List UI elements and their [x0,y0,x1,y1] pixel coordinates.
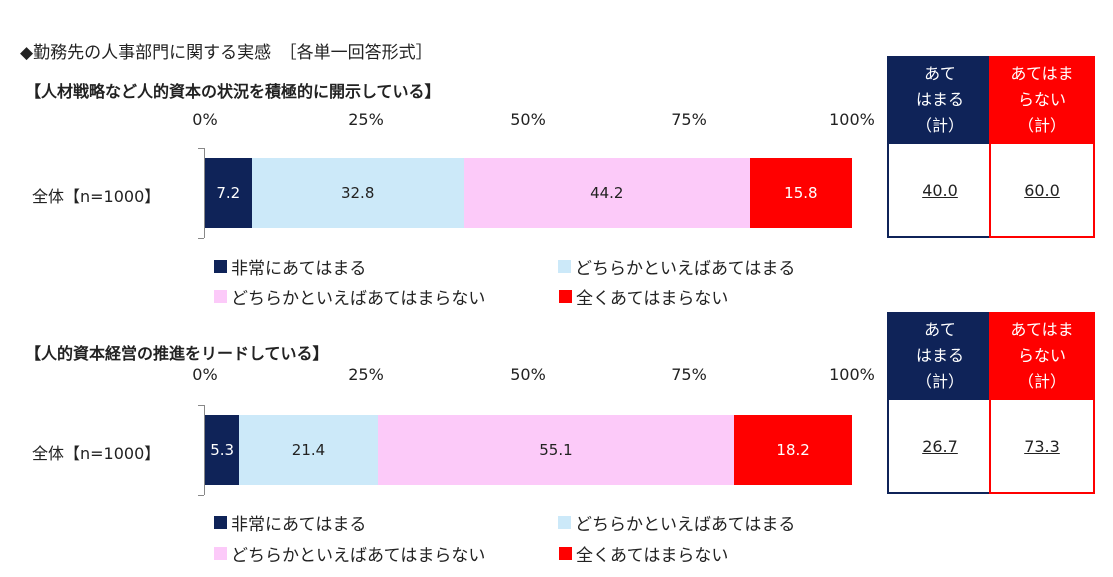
chart-1-legend-strongly-disagree: 全くあてはまらない [559,284,728,309]
legend-swatch [558,260,571,273]
chart-1-segment-somewhat-disagree: 44.2 [463,158,750,228]
chart-1-agree-total-box: あて はまる （計） 40.0 [887,56,993,238]
agree-total-value: 26.7 [889,400,991,492]
legend-swatch [214,547,227,560]
chart-2-tick-50: 50% [510,365,546,384]
legend-swatch [559,290,572,303]
page-heading: ◆勤務先の人事部門に関する実感 ［各単一回答形式］ [20,43,433,63]
chart-2-legend-strongly-agree: 非常にあてはまる [214,510,366,535]
chart-1-segment-strongly-agree: 7.2 [205,158,252,228]
chart-1-tick-75: 75% [671,110,707,129]
chart-1-segment-somewhat-agree: 32.8 [251,158,464,228]
agree-total-header-text: あて はまる （計） [915,64,964,135]
chart-2-tick-100: 100% [829,365,875,384]
legend-label: 全くあてはまらない [576,289,729,309]
chart-2-legend-somewhat-agree: どちらかといえばあてはまる [558,510,795,535]
legend-label: どちらかといえばあてはまる [575,515,796,535]
legend-label: 非常にあてはまる [231,259,367,279]
legend-label: どちらかといえばあてはまる [575,259,796,279]
legend-swatch [214,290,227,303]
chart-1-label-somewhat-disagree: 44.2 [590,184,624,202]
chart-2-disagree-total-box: あてはま らない （計） 73.3 [989,312,1095,494]
chart-1-legend-strongly-agree: 非常にあてはまる [214,254,366,279]
chart-2-stacked-bar: 5.3 21.4 55.1 18.2 [205,415,852,485]
disagree-total-header: あてはま らない （計） [991,58,1093,144]
disagree-total-header: あてはま らない （計） [991,314,1093,400]
legend-label: 非常にあてはまる [231,515,367,535]
chart-1-axis-cap-top [198,148,204,149]
chart-2-segment-somewhat-disagree: 55.1 [377,415,735,485]
legend-swatch [558,516,571,529]
chart-1-disagree-total-box: あてはま らない （計） 60.0 [989,56,1095,238]
chart-1-legend-somewhat-disagree: どちらかといえばあてはまらない [214,284,485,309]
chart-1-tick-0: 0% [192,110,218,129]
chart-1-axis-cap-bottom [198,238,204,239]
agree-total-header: あて はまる （計） [889,58,991,144]
chart-2-segment-strongly-disagree: 18.2 [734,415,852,485]
chart-2-category-label: 全体【n=1000】 [32,444,161,463]
chart-1-legend-somewhat-agree: どちらかといえばあてはまる [558,254,795,279]
chart-2-tick-25: 25% [348,365,384,384]
chart-2-title: 【人的資本経営の推進をリードしている】 [25,344,329,363]
chart-2-segment-strongly-agree: 5.3 [205,415,240,485]
legend-label: 全くあてはまらない [576,546,729,566]
chart-1-tick-100: 100% [829,110,875,129]
chart-1-category-label: 全体【n=1000】 [32,187,161,206]
chart-2-label-strongly-agree: 5.3 [210,441,235,459]
agree-total-header: あて はまる （計） [889,314,991,400]
chart-1-segment-strongly-disagree: 15.8 [749,158,852,228]
agree-total-value: 40.0 [889,144,991,236]
legend-label: どちらかといえばあてはまらない [231,546,486,566]
disagree-total-value: 60.0 [991,144,1093,236]
chart-1-label-somewhat-agree: 32.8 [340,184,375,202]
chart-2-tick-75: 75% [671,365,707,384]
chart-2-tick-0: 0% [192,365,218,384]
chart-2-label-strongly-disagree: 18.2 [776,441,810,459]
legend-swatch [559,547,572,560]
disagree-total-value: 73.3 [991,400,1093,492]
chart-2-y-axis [204,405,205,495]
agree-total-header-text: あて はまる （計） [915,320,964,391]
chart-2-label-somewhat-agree: 21.4 [291,441,326,459]
chart-2-legend-strongly-disagree: 全くあてはまらない [559,541,728,566]
chart-1-tick-25: 25% [348,110,384,129]
legend-swatch [214,516,227,529]
chart-2-axis-cap-bottom [198,495,204,496]
chart-2-legend-somewhat-disagree: どちらかといえばあてはまらない [214,541,485,566]
chart-2-segment-somewhat-agree: 21.4 [239,415,378,485]
legend-label: どちらかといえばあてはまらない [231,289,486,309]
chart-1-tick-50: 50% [510,110,546,129]
disagree-total-header-text: あてはま らない （計） [1010,64,1074,135]
chart-2-label-somewhat-disagree: 55.1 [539,441,573,459]
chart-1-stacked-bar: 7.2 32.8 44.2 15.8 [205,158,852,228]
chart-1-label-strongly-agree: 7.2 [216,184,241,202]
chart-2-axis-cap-top [198,405,204,406]
chart-1-title: 【人材戦略など人的資本の状況を積極的に開示している】 [25,82,441,101]
chart-1-y-axis [204,148,205,238]
disagree-total-header-text: あてはま らない （計） [1010,320,1074,391]
legend-swatch [214,260,227,273]
chart-2-agree-total-box: あて はまる （計） 26.7 [887,312,993,494]
chart-1-label-strongly-disagree: 15.8 [784,184,818,202]
